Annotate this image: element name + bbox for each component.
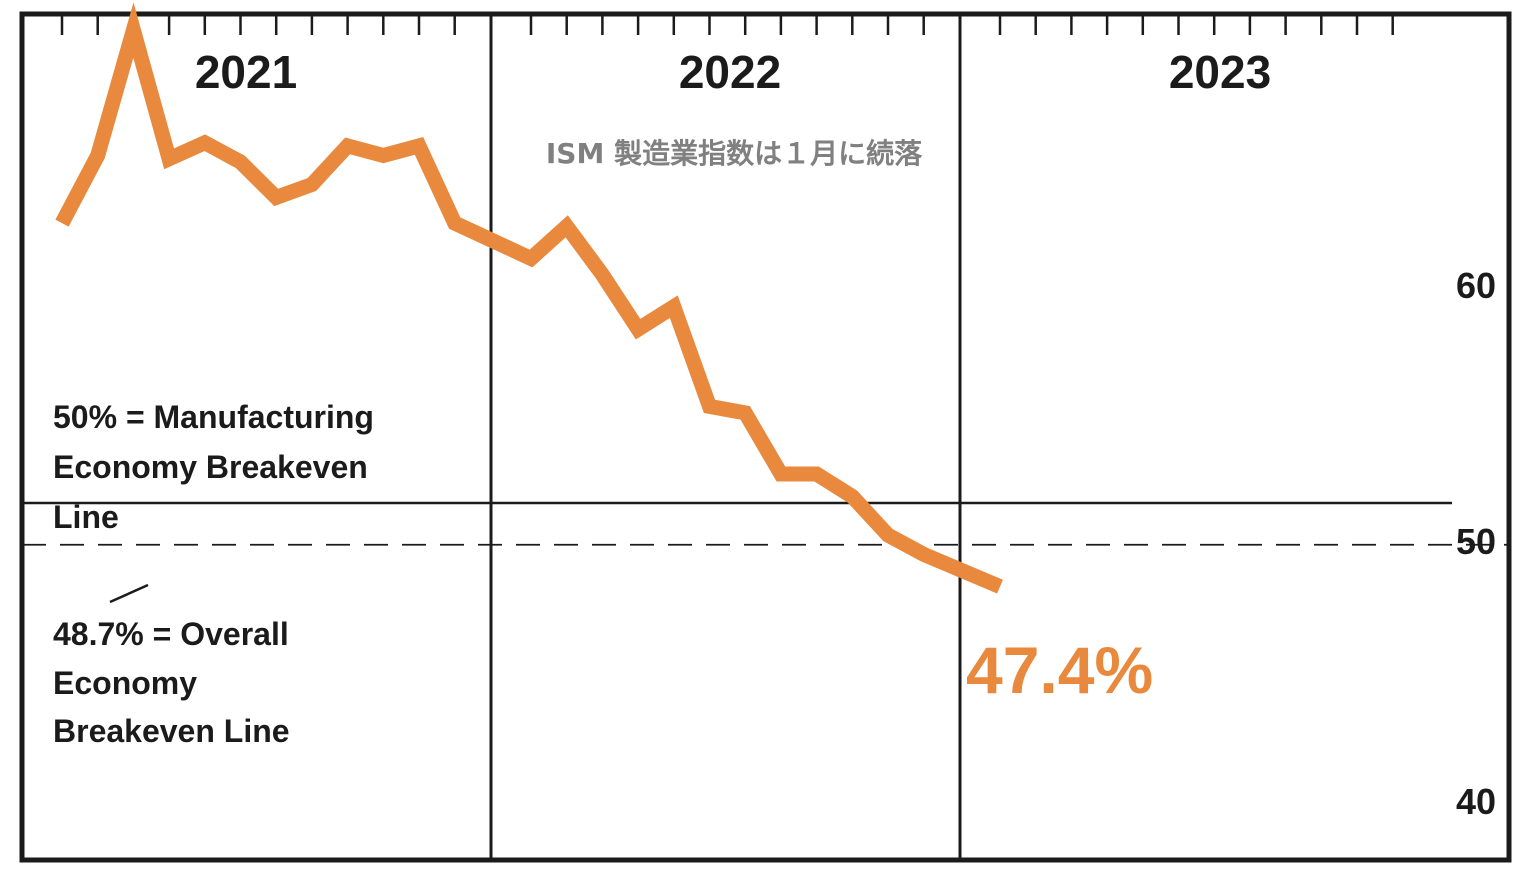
chart-frame [19,11,1512,863]
month-ticks [60,16,1394,35]
manufacturing-breakeven-label-line-1: 50% = Manufacturing [53,399,374,435]
chart-title: ISM 製造業指数は１月に続落 [546,137,923,170]
y-tick-label-50: 50 [1456,521,1496,562]
overall-breakeven-label-line-1: 48.7% = Overall [53,616,289,652]
year-label-2023: 2023 [1169,46,1271,98]
manufacturing-breakeven-label-line-3: Line [53,499,119,535]
dashed-label-pointer [109,583,149,604]
overall-breakeven-label-line-3: Breakeven Line [53,713,290,749]
y-tick-label-60: 60 [1456,265,1496,306]
y-tick-label-40: 40 [1456,781,1496,822]
year-label-2021: 2021 [195,46,297,98]
year-label-2022: 2022 [679,46,781,98]
overall-breakeven-label-line-2: Economy [53,665,197,701]
manufacturing-breakeven-label-line-2: Economy Breakeven [53,449,368,485]
ism-index-series-line [55,2,1003,594]
last-value-label: 47.4% [966,633,1153,707]
